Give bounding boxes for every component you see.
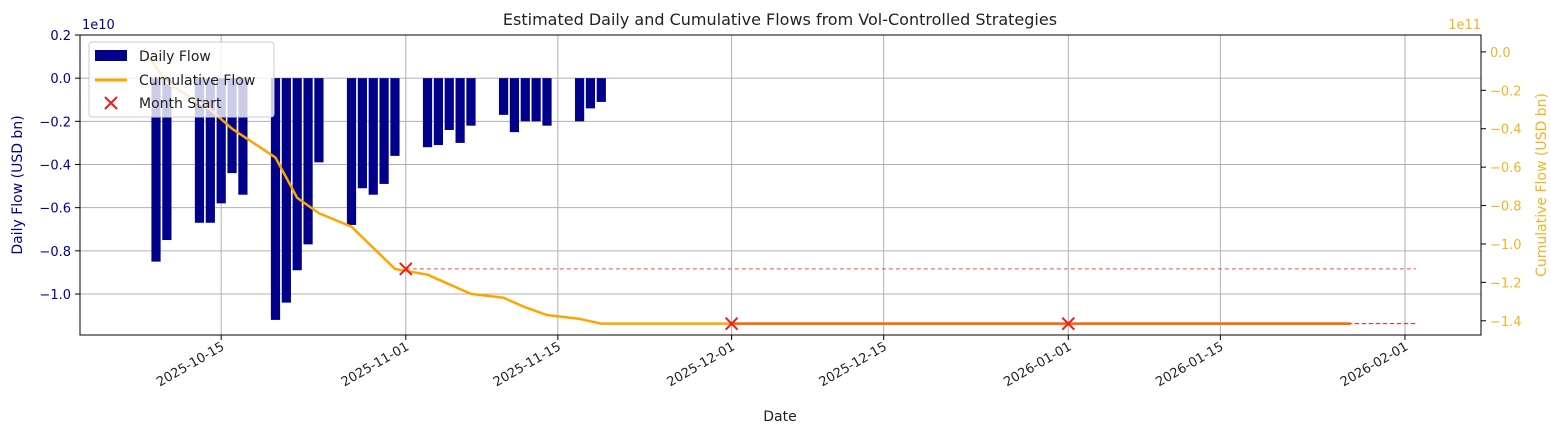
daily-flow-bar <box>162 78 172 241</box>
x-tick-label: 2026-01-01 <box>1001 339 1074 390</box>
daily-flow-bar <box>357 78 367 189</box>
month-start-marker <box>1061 316 1076 331</box>
daily-flow-bar <box>216 78 226 204</box>
daily-flow-bar <box>466 78 476 126</box>
daily-flow-bar <box>194 78 205 223</box>
daily-flow-bar <box>574 78 585 122</box>
month-start-marker <box>724 316 739 331</box>
x-tick-label: 2026-02-01 <box>1338 339 1411 390</box>
daily-flow-bar <box>151 78 161 262</box>
daily-flow-bar <box>314 78 324 163</box>
right-y-tick-label: −0.4 <box>1490 123 1522 138</box>
left-y-tick-label: −1.0 <box>39 288 71 303</box>
right-y-tick-label: 0.0 <box>1490 46 1511 61</box>
left-y-tick-label: −0.6 <box>39 202 71 217</box>
daily-flow-bar <box>390 78 400 156</box>
cumulative-flow-line <box>144 51 1351 325</box>
daily-flow-bar <box>585 78 596 109</box>
left-offset-label: 1e10 <box>82 18 115 33</box>
right-y-tick-label: −0.2 <box>1490 84 1522 99</box>
x-axis: 2025-10-15 2025-11-01 2025-11-15 2025-12-01… <box>154 335 1411 390</box>
daily-flow-bar <box>455 78 465 143</box>
left-y-tick-label: −0.2 <box>39 115 71 130</box>
left-y-tick-label: 0.2 <box>50 29 71 44</box>
right-y-tick-label: −0.6 <box>1490 161 1522 176</box>
daily-flow-bar <box>205 78 215 223</box>
daily-flow-bar <box>270 78 281 320</box>
legend-daily-label: Daily Flow <box>139 49 211 65</box>
legend: Daily Flow Cumulative Flow Month Start <box>88 41 275 118</box>
x-tick-label: 2025-11-01 <box>339 339 412 390</box>
x-tick-label: 2025-12-01 <box>665 339 738 390</box>
daily-flow-bar <box>292 78 302 271</box>
left-y-tick-label: −0.8 <box>39 245 71 260</box>
right-y-axis-label: Cumulative Flow (USD bn) <box>1534 93 1550 277</box>
daily-flow-bar <box>520 78 530 122</box>
daily-flow-bar <box>379 78 389 184</box>
x-axis-label: Date <box>763 409 796 422</box>
daily-flow-bar <box>498 78 509 115</box>
chart-title: Estimated Daily and Cumulative Flows fro… <box>503 10 1057 29</box>
grid <box>80 34 1481 335</box>
daily-flow-bar <box>542 78 552 126</box>
daily-flow-bar <box>509 78 520 133</box>
daily-flow-bar <box>346 78 357 225</box>
x-tick-label: 2025-11-15 <box>491 339 564 390</box>
daily-flow-bar <box>281 78 291 303</box>
left-y-axis: 0.2 0.0 −0.2 −0.4 −0.6 −0.8 −1.0 <box>39 29 80 303</box>
right-y-tick-label: −0.8 <box>1490 200 1522 215</box>
daily-flow-bars <box>151 78 606 320</box>
legend-daily-swatch <box>95 50 127 61</box>
daily-flow-bar <box>368 78 378 195</box>
daily-flow-bar <box>531 78 541 122</box>
left-y-tick-label: 0.0 <box>50 72 71 87</box>
x-tick-label: 2025-10-15 <box>154 339 227 390</box>
left-y-axis-label: Daily Flow (USD bn) <box>10 115 26 254</box>
right-y-tick-label: −1.2 <box>1490 276 1522 291</box>
daily-flow-bar <box>444 78 454 130</box>
x-tick-label: 2026-01-15 <box>1153 339 1226 390</box>
legend-cumulative-label: Cumulative Flow <box>139 73 255 89</box>
right-offset-label: 1e11 <box>1448 18 1481 33</box>
right-y-tick-label: −1.0 <box>1490 238 1522 253</box>
legend-month-start-label: Month Start <box>139 96 222 112</box>
cumulative-lines <box>144 51 1416 331</box>
plot-frame <box>79 34 1482 336</box>
right-y-tick-label: −1.4 <box>1490 315 1522 330</box>
daily-flow-bar <box>433 78 443 146</box>
right-y-axis: 0.0 −0.2 −0.4 −0.6 −0.8 −1.0 −1.2 −1.4 <box>1481 46 1522 330</box>
x-tick-label: 2025-12-15 <box>817 339 890 390</box>
left-y-tick-label: −0.4 <box>39 158 71 173</box>
daily-flow-bar <box>303 78 313 245</box>
month-start-marker <box>399 262 413 276</box>
daily-flow-bar <box>596 78 606 102</box>
legend-month-start-marker <box>104 96 118 110</box>
daily-flow-bar <box>227 78 237 174</box>
daily-flow-bar <box>422 78 433 148</box>
